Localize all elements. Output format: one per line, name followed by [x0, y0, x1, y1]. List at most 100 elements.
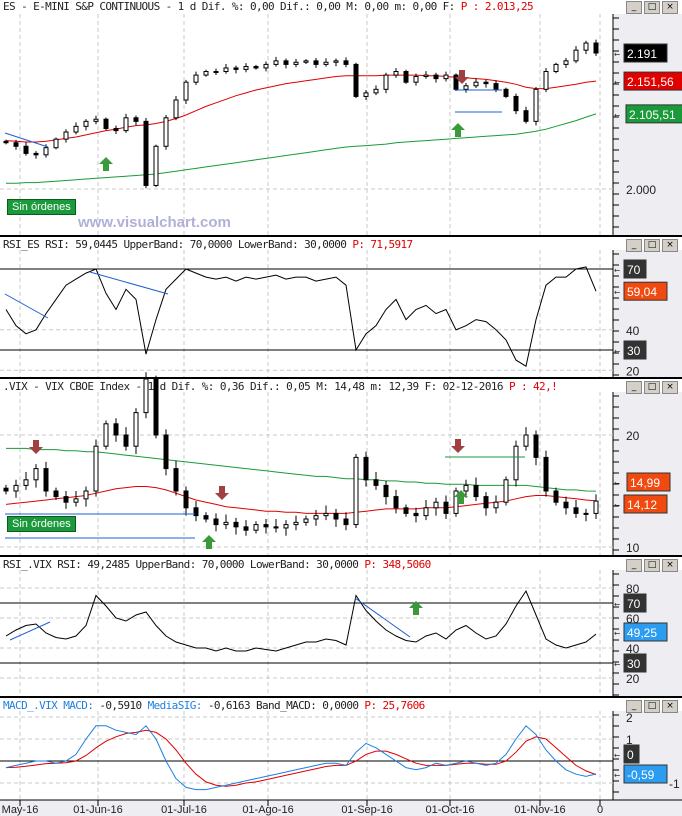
time-label: May-16 [2, 804, 39, 816]
vix-candle [3, 487, 9, 492]
zero-band-tag: 0 [627, 748, 634, 762]
es-candle [323, 61, 329, 65]
close-button[interactable]: × [662, 559, 678, 572]
vix-candle [433, 501, 439, 509]
maximize-button[interactable]: □ [644, 559, 660, 572]
window-controls-es: _ □ × [626, 1, 678, 14]
trendline [9, 621, 51, 641]
vix-candle [513, 445, 519, 481]
es-candle [73, 125, 79, 133]
symbol-title: ES - E-MINI S&P CONTINUOUS - [3, 0, 172, 13]
vix-candle [153, 378, 159, 436]
panel-divider[interactable] [0, 696, 682, 698]
es-candle [443, 74, 449, 80]
es-candle [383, 74, 389, 90]
indicator-title: MACD_.VIX MACD: [3, 699, 94, 712]
vix-candle [163, 434, 169, 470]
axis-tick-label: 20 [626, 429, 640, 443]
macd-value-tag: -0,59 [627, 768, 655, 782]
vix-candle [563, 501, 569, 509]
panel-divider[interactable] [0, 555, 682, 557]
es-candle [433, 74, 439, 80]
maximize-button[interactable]: □ [644, 1, 660, 14]
orders-badge-vix[interactable]: Sin órdenes [7, 516, 76, 532]
indicator-title: RSI_ES RSI: 59,0445 UpperBand: 70,0000 L… [3, 238, 347, 251]
arrow-left-icon: ← [614, 478, 620, 489]
es-candle [153, 145, 159, 186]
orders-badge-es[interactable]: Sin órdenes [7, 199, 76, 215]
ma-red-tag-bg [623, 71, 682, 91]
maximize-button[interactable]: □ [644, 239, 660, 252]
es-candle [93, 118, 99, 122]
arrow-left-icon: ← [614, 110, 620, 121]
window-controls-rsi-vix: _ □ × [626, 559, 678, 572]
arrow-left-icon: ← [614, 346, 620, 357]
arrow-down-icon [455, 70, 469, 84]
axis-tick-label: 40 [626, 642, 640, 656]
es-candle [513, 95, 519, 112]
vix-candle [13, 484, 19, 492]
ma-green-line [6, 447, 597, 492]
vix-candle [403, 507, 409, 514]
lower-band-tag: 30 [627, 657, 641, 671]
vix-candle [93, 445, 99, 492]
upper-band-tag: 70 [627, 263, 641, 277]
arrow-left-icon: ← [614, 599, 620, 610]
vix-candle [183, 490, 189, 509]
es-candle [563, 60, 569, 65]
minimize-button[interactable]: _ [626, 1, 642, 14]
es-candle [333, 60, 339, 63]
axis-tick-label: 10 [626, 541, 640, 555]
es-candle [63, 131, 69, 140]
arrow-up-icon [409, 601, 423, 615]
close-button[interactable]: × [662, 239, 678, 252]
arrow-left-icon: ← [614, 659, 620, 670]
es-candle [113, 127, 119, 132]
es-candle [413, 76, 419, 83]
rsi-value-tag: 59,04 [627, 285, 657, 299]
close-button[interactable]: × [662, 381, 678, 394]
vix-candle [503, 479, 509, 503]
arrow-down-icon [451, 439, 465, 453]
vix-candle [233, 521, 239, 528]
panel-header-es: ES - E-MINI S&P CONTINUOUS - 1 d Dif. %:… [0, 0, 613, 14]
arrow-left-icon: ← [614, 770, 620, 781]
time-label: 01-Jun-16 [73, 804, 123, 816]
es-candle [403, 71, 409, 83]
es-candle [43, 147, 49, 156]
ma-green-line [6, 113, 597, 184]
ma-green-tag-bg [626, 472, 671, 492]
vix-candle [103, 423, 109, 447]
close-button[interactable]: × [662, 700, 678, 713]
axis-tick-label: 2 [626, 711, 633, 725]
arrow-left-icon: ← [614, 265, 620, 276]
vix-candle [533, 434, 539, 458]
arrow-left-icon: ← [614, 287, 620, 298]
indicator-p-value: P: 348,5060 [364, 558, 431, 571]
time-axis[interactable] [0, 800, 682, 816]
axis-tick-label: -1 [669, 777, 680, 791]
es-candle [23, 145, 29, 154]
vix-candle [483, 496, 489, 509]
minimize-button[interactable]: _ [626, 700, 642, 713]
es-candle [13, 142, 19, 147]
symbol-p-value: P : 42,! [508, 380, 558, 393]
vix-candle [43, 468, 49, 492]
minimize-button[interactable]: _ [626, 381, 642, 394]
minimize-button[interactable]: _ [626, 559, 642, 572]
panel-divider[interactable] [0, 377, 682, 379]
panel-divider[interactable] [0, 235, 682, 237]
es-candle [473, 81, 479, 87]
maximize-button[interactable]: □ [644, 700, 660, 713]
es-candle [303, 60, 309, 63]
rsi-vix-line [5, 589, 597, 652]
axis-tick-label: 1 [626, 733, 633, 747]
es-candle [193, 74, 199, 83]
minimize-button[interactable]: _ [626, 239, 642, 252]
maximize-button[interactable]: □ [644, 381, 660, 394]
vix-candle [463, 484, 469, 492]
close-button[interactable]: × [662, 1, 678, 14]
es-candle [143, 120, 149, 186]
es-candle [33, 152, 39, 156]
